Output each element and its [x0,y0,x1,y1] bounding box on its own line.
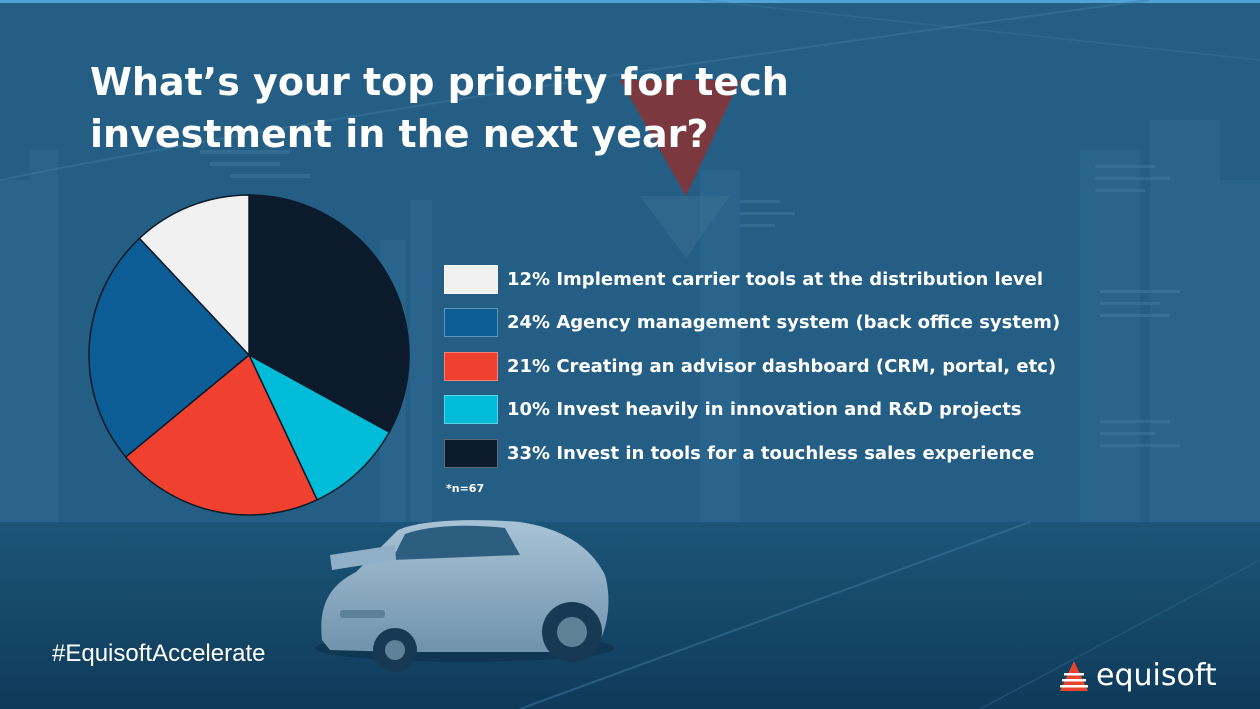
legend-label: 21% Creating an advisor dashboard (CRM, … [507,355,1057,377]
title-line-1: What’s your top priority for tech [90,60,789,104]
car-illustration [315,520,615,672]
pie-slice [88,237,251,459]
brand-logo: equisoft [1060,658,1217,694]
equisoft-logo-icon [1060,661,1088,691]
title-line-2: investment in the next year? [90,112,709,156]
legend-swatch [444,395,498,424]
legend-label: 12% Implement carrier tools at the distr… [507,268,1044,290]
legend-item: 10% Invest heavily in innovation and R&D… [444,395,1060,425]
pie-slice [248,194,410,434]
brand-name: equisoft [1096,658,1217,693]
pie-slice [138,194,250,357]
legend-swatch [444,308,498,337]
pie-slice [124,353,319,516]
legend-label: 33% Invest in tools for a touchless sale… [507,442,1035,464]
legend-item: 33% Invest in tools for a touchless sale… [444,438,1060,468]
legend-label: 10% Invest heavily in innovation and R&D… [507,399,1022,420]
legend: 12% Implement carrier tools at the distr… [444,264,1060,482]
pie-chart [88,194,410,516]
legend-item: 24% Agency management system (back offic… [444,308,1060,338]
hashtag: #EquisoftAccelerate [52,640,266,667]
legend-label: 24% Agency management system (back offic… [507,312,1061,333]
legend-item: 12% Implement carrier tools at the distr… [444,264,1060,294]
legend-swatch [444,438,498,468]
page-title: What’s your top priority for tech invest… [90,56,890,160]
legend-swatch [444,351,498,381]
sample-size-note: *n=67 [446,482,485,495]
legend-swatch [444,264,498,294]
pie-slice [247,353,391,501]
legend-item: 21% Creating an advisor dashboard (CRM, … [444,351,1060,381]
